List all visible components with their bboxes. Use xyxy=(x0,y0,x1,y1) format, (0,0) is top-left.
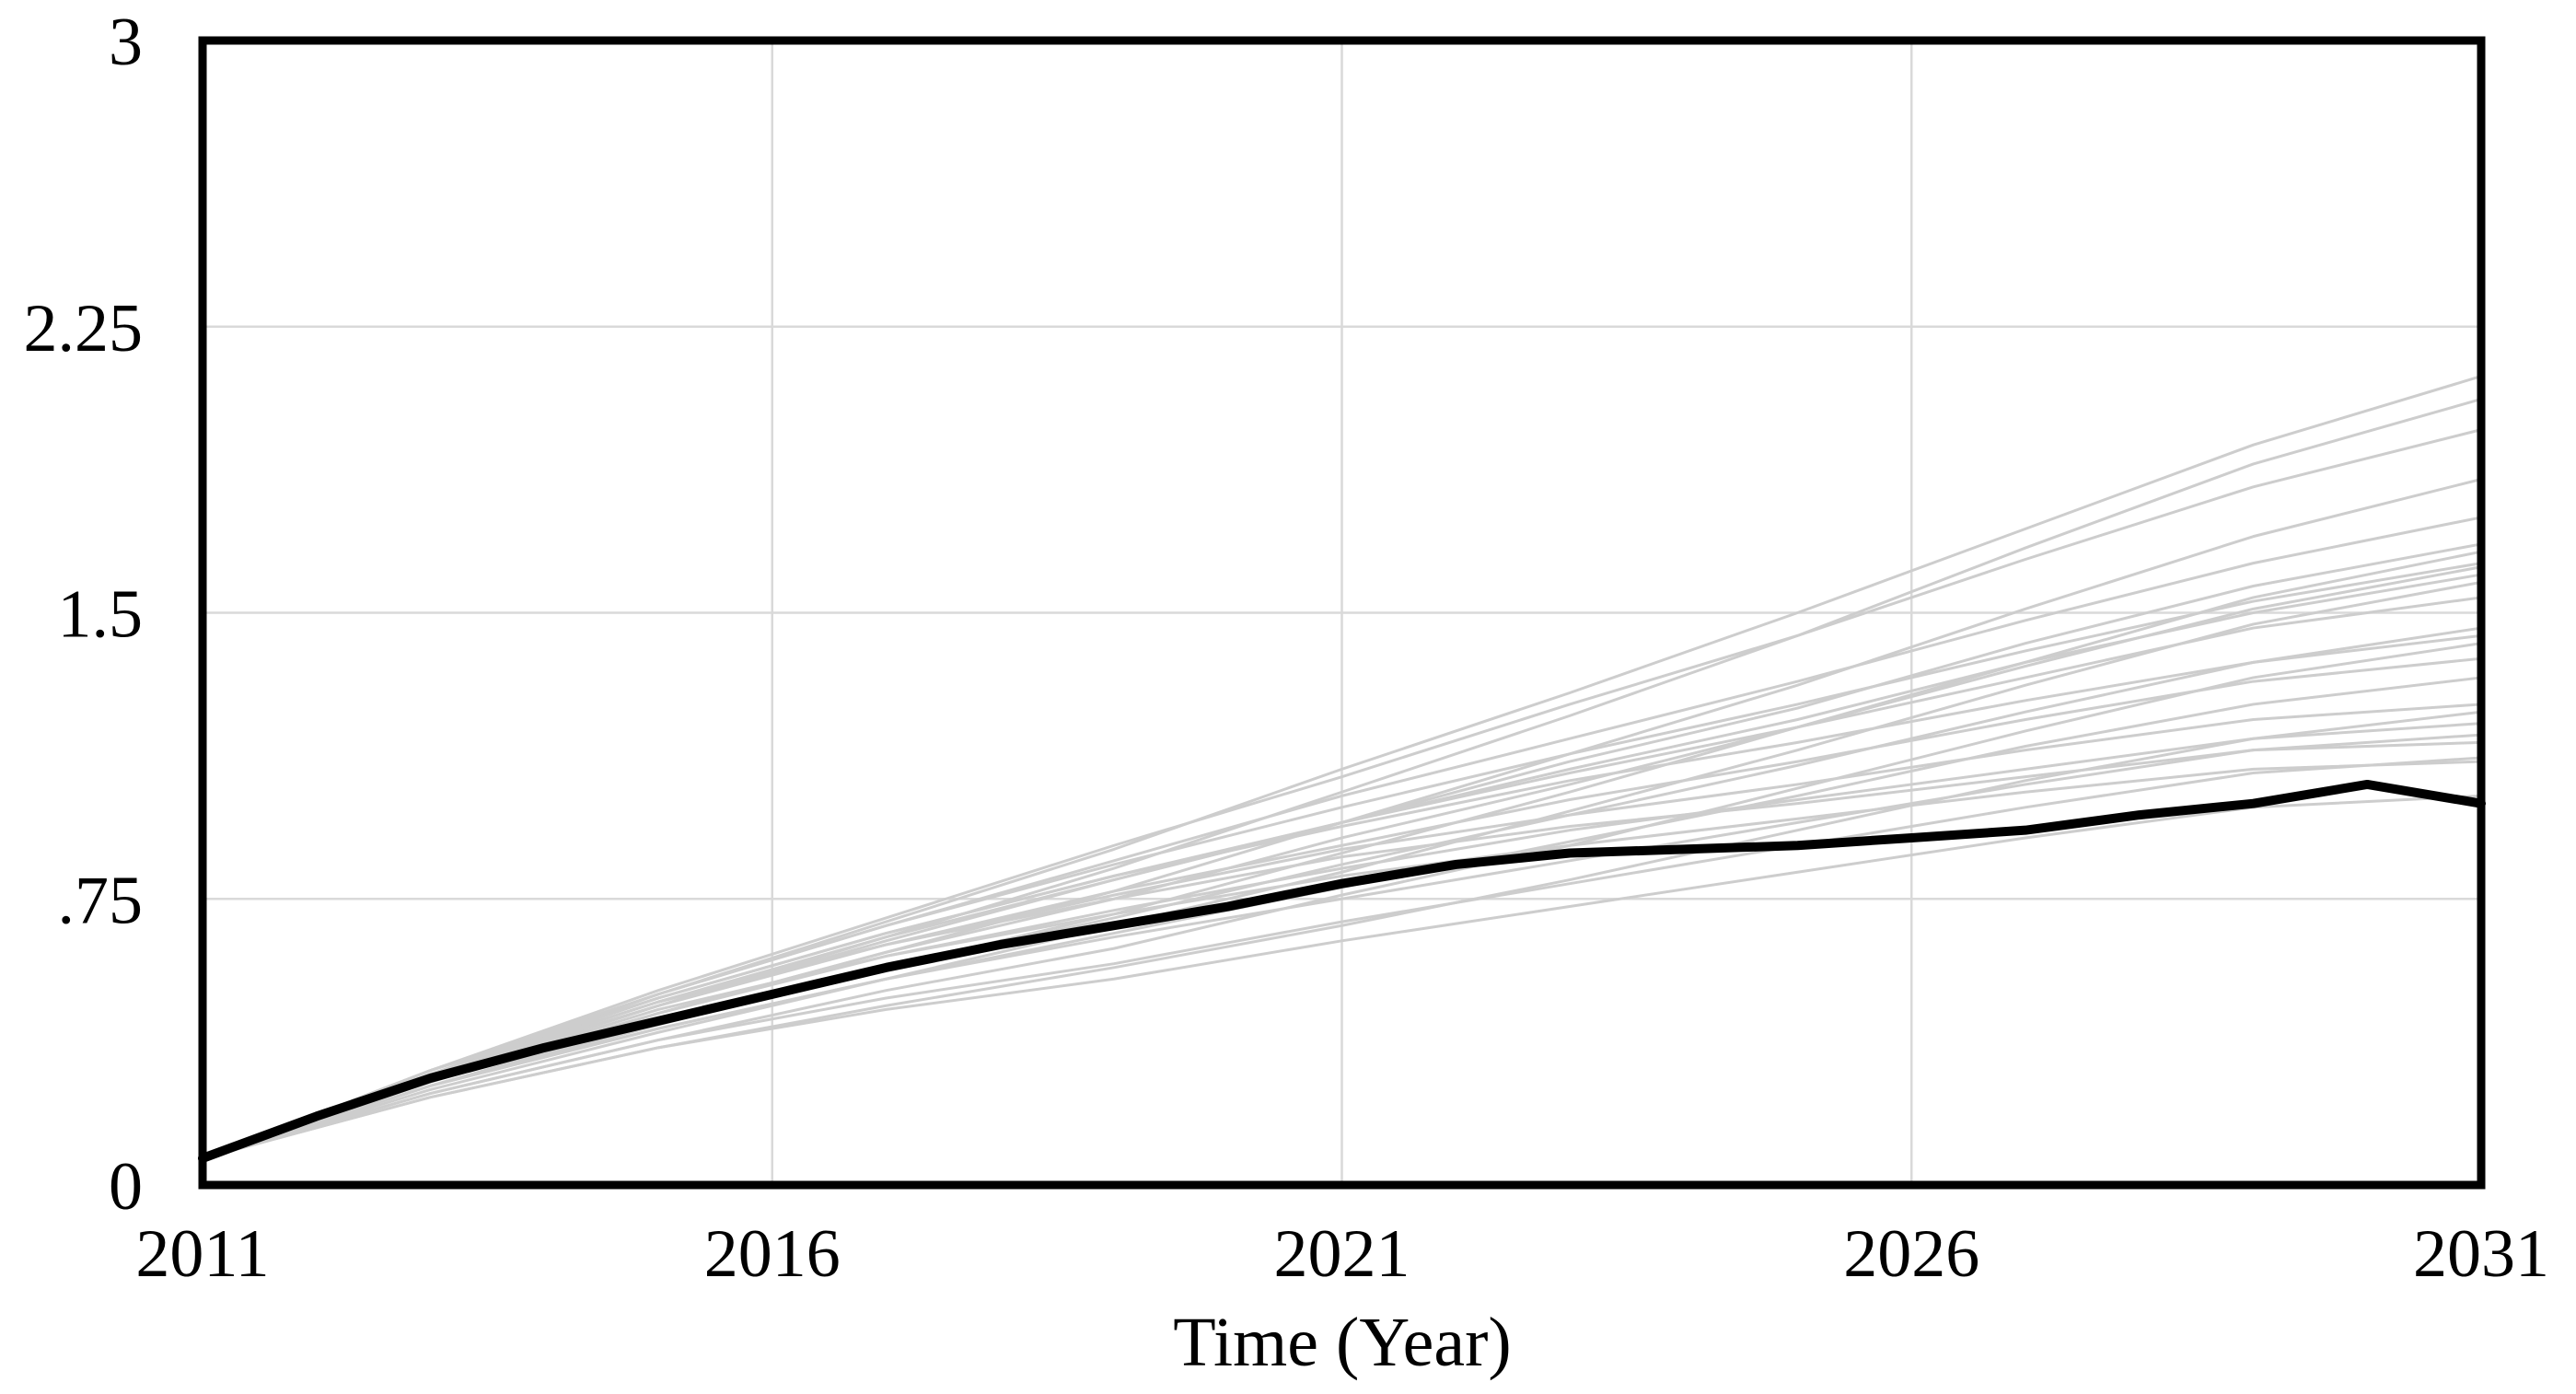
x-tick-label-2011: 2011 xyxy=(135,1216,269,1292)
y-tick-label-1.5: 1.5 xyxy=(58,577,144,653)
trace-sensitivity-run-21 xyxy=(201,733,2483,1160)
trace-sensitivity-run-11 xyxy=(201,580,2483,1160)
trace-sensitivity-run-03 xyxy=(201,428,2483,1160)
trace-baseline-run xyxy=(198,779,2486,1163)
y-tick-label-0: 0 xyxy=(109,1149,143,1225)
x-axis-tick-labels: 2011 2016 2021 2026 2031 xyxy=(135,1216,2549,1292)
trace-sensitivity-run-16 xyxy=(201,656,2483,1160)
y-tick-label-3: 3 xyxy=(109,5,143,80)
y-tick-label-2.25: 2.25 xyxy=(24,291,144,366)
x-axis-title: Time (Year) xyxy=(1173,1304,1511,1381)
x-tick-label-2021: 2021 xyxy=(1274,1216,1410,1292)
trace-sensitivity-run-20 xyxy=(201,722,2483,1160)
y-axis-tick-labels: 0 .75 1.5 2.25 3 xyxy=(24,5,144,1225)
x-tick-label-2026: 2026 xyxy=(1843,1216,1979,1292)
trace-sensitivity-run-07 xyxy=(201,550,2483,1160)
trace-sensitivity-run-25 xyxy=(201,794,2483,1160)
gridlines xyxy=(203,41,2481,1185)
trace-sensitivity-run-14 xyxy=(201,633,2483,1160)
trace-sensitivity-run-08 xyxy=(201,562,2483,1160)
x-tick-label-2031: 2031 xyxy=(2413,1216,2549,1292)
trace-sensitivity-run-23 xyxy=(201,756,2483,1160)
plot-border xyxy=(198,36,2486,1190)
y-tick-label-.75: .75 xyxy=(58,863,144,938)
trace-sensitivity-run-22 xyxy=(201,740,2483,1160)
trace-lines xyxy=(198,375,2486,1163)
x-tick-label-2016: 2016 xyxy=(704,1216,841,1292)
